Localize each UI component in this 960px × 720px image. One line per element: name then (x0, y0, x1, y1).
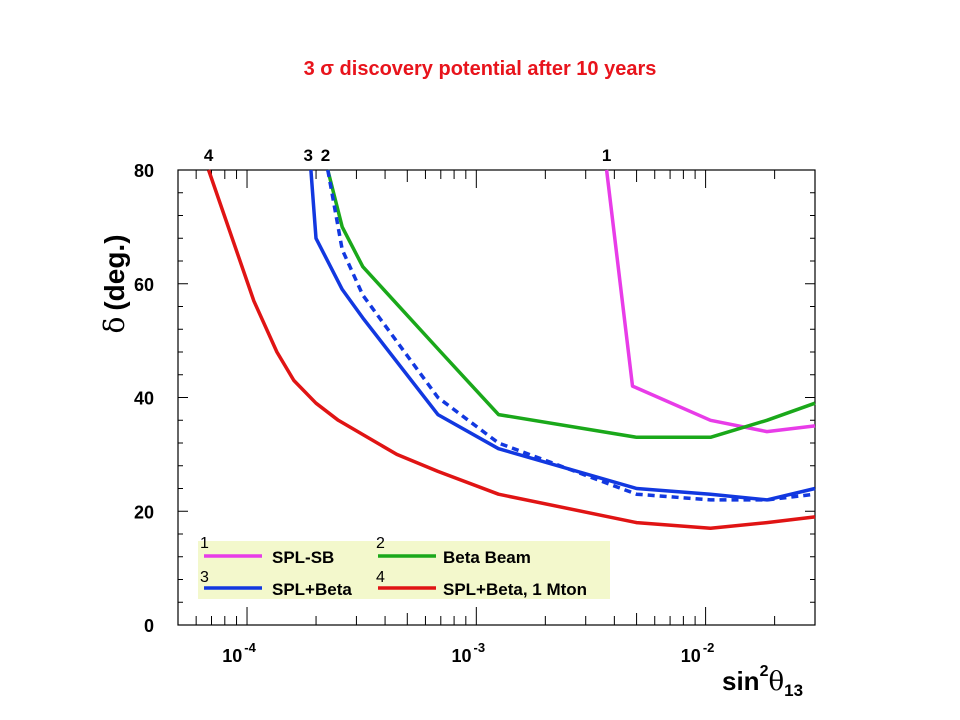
x-tick-label-exp: -2 (703, 640, 715, 655)
legend-number: 1 (200, 535, 209, 552)
x-tick-label: 10 -2 (681, 640, 715, 666)
x-axis-label-theta: θ (768, 667, 784, 697)
x-tick-label-base: 10 (222, 646, 242, 666)
x-axis-label: sin2θ13 (722, 663, 803, 700)
series-line (309, 169, 816, 502)
legend-number: 2 (376, 535, 385, 552)
legend-number: 3 (200, 569, 209, 586)
y-tick-label: 0 (144, 616, 154, 636)
legend-label: SPL-SB (272, 548, 334, 567)
curve-number-label: 3 (304, 146, 313, 165)
curve-number-label: 4 (204, 146, 214, 165)
y-axis-label: δ (deg.) (98, 234, 131, 333)
legend-label: Beta Beam (443, 548, 531, 567)
series-layer (206, 169, 816, 531)
x-axis-label-base: sin (722, 666, 760, 696)
x-tick-label-base: 10 (681, 646, 701, 666)
x-tick-label-exp: -3 (474, 640, 486, 655)
legend-label: SPL+Beta, 1 Mton (443, 580, 587, 599)
y-axis-label-text: (deg.) (99, 234, 130, 310)
y-axis-label-symbol: δ (98, 317, 131, 334)
curve-number-label: 1 (602, 146, 611, 165)
x-tick-label-base: 10 (452, 646, 472, 666)
series-line (604, 169, 816, 434)
legend: 1 SPL-SB 2 Beta Beam 3 SPL+Beta 4 SPL+Beta, 1 M… (198, 535, 610, 599)
svg-text:δ(deg.): δ (deg.) (98, 234, 131, 333)
series-line (326, 169, 816, 440)
x-tick-label-exp: -4 (244, 640, 256, 655)
x-tick-label: 10 -3 (452, 640, 486, 666)
curve-number-label: 2 (321, 146, 330, 165)
y-tick-label: 60 (134, 275, 154, 295)
series-line (206, 169, 816, 531)
series-line (326, 169, 816, 502)
x-axis-label-sub: 13 (784, 681, 803, 700)
x-tick-label: 10 -4 (222, 640, 256, 666)
legend-label: SPL+Beta (272, 580, 352, 599)
y-tick-label: 40 (134, 389, 154, 409)
legend-number: 4 (376, 569, 385, 586)
y-tick-label: 20 (134, 502, 154, 522)
y-tick-label: 80 (134, 161, 154, 181)
x-axis-label-sup: 2 (760, 663, 769, 680)
chart-title: 3 σ discovery potential after 10 years (303, 58, 657, 80)
